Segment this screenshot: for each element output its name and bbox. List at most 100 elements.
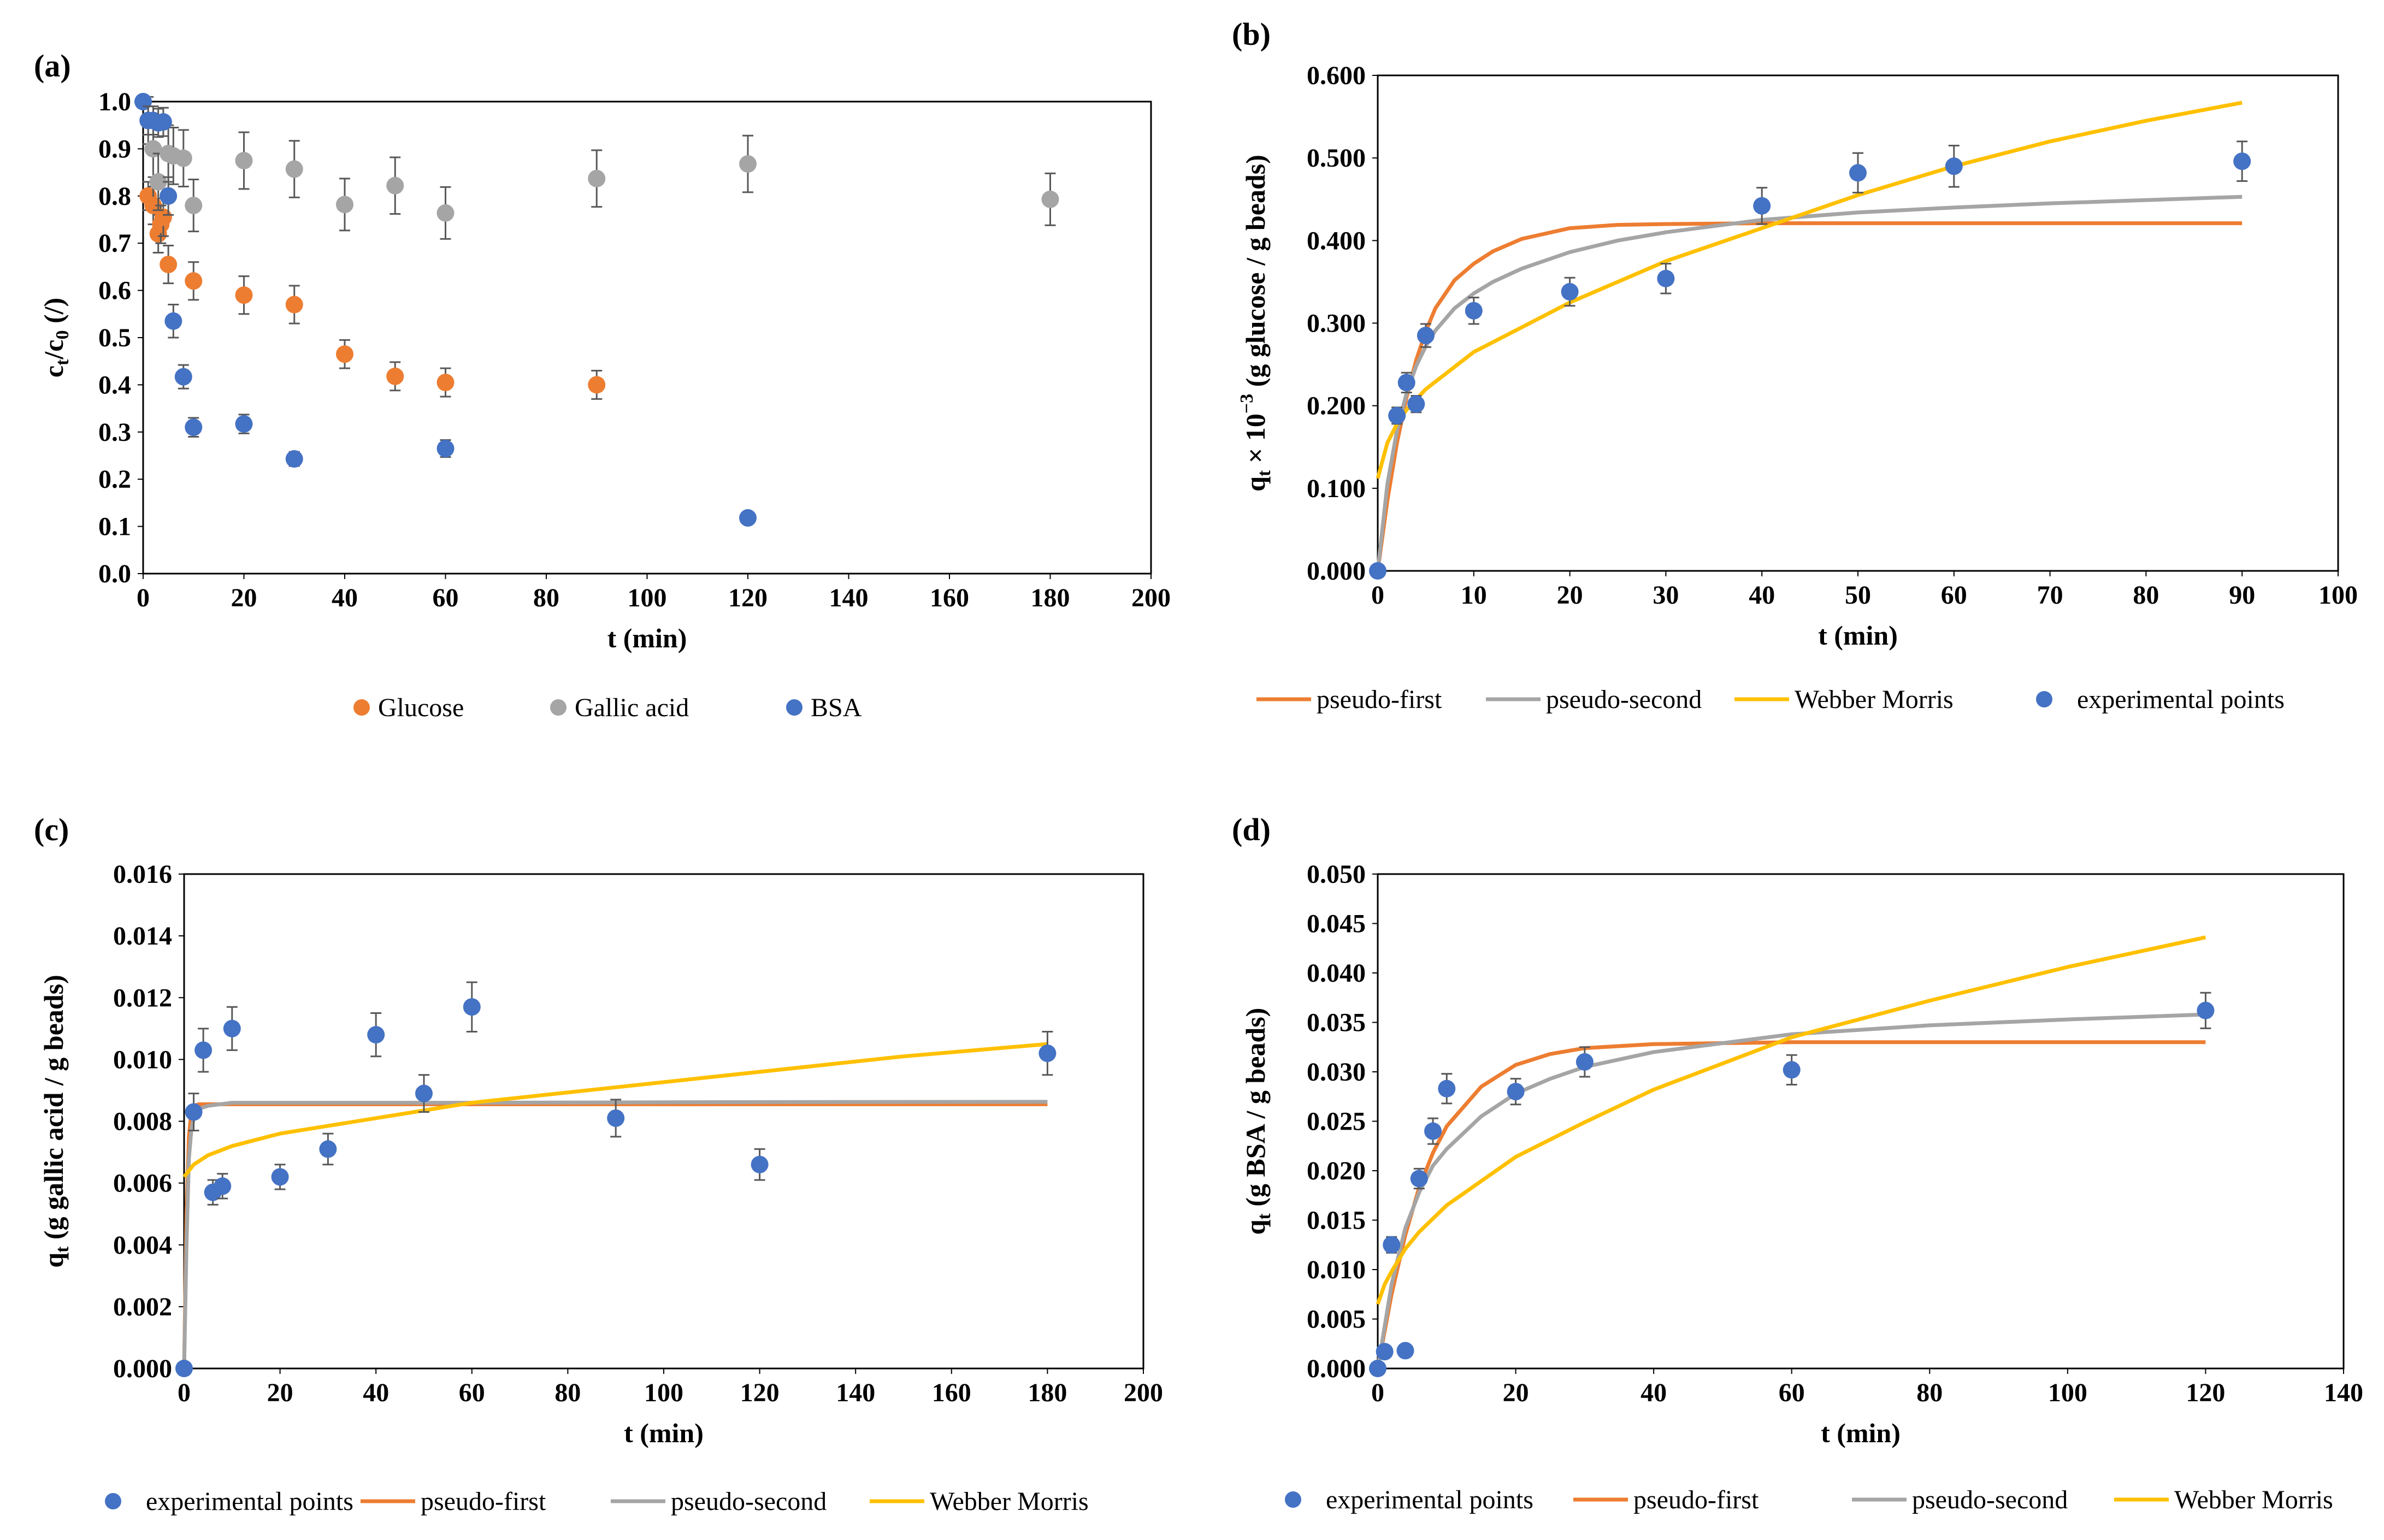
data-point-bsa [285,450,303,468]
data-point-bsa [164,312,182,330]
x-tick-label: 160 [930,583,969,612]
x-tick-label: 200 [1131,583,1171,612]
y-tick-label: 0.005 [1307,1305,1366,1334]
x-tick-label: 100 [2318,581,2358,610]
legend-dot-swatch [550,699,567,716]
legend-label: Gallic acid [575,693,689,722]
data-point-bsa [154,113,172,131]
legend-label: BSA [811,693,862,722]
panel-d-chart: (d) 0 20 40 60 80 100 120 140 0.000 0.005 0.010 0.01… [1232,812,2363,1514]
y-tick-label: 0.3 [98,418,131,447]
x-tick-label: 120 [728,583,768,612]
data-point-experimental-points [1753,197,1771,215]
data-point-gallic-acid [144,140,162,158]
y-tick-label: 0.300 [1307,309,1366,338]
legend-label: pseudo-first [421,1487,546,1516]
y-tick-label: 0.025 [1307,1107,1366,1136]
legend-label: pseudo-first [1317,685,1442,714]
x-tick-label: 80 [1916,1378,1943,1407]
data-point-experimental-points [1438,1079,1456,1098]
data-point-experimental-points [319,1140,337,1158]
data-point-gallic-acid [588,169,606,187]
x-tick-label: 90 [2229,581,2255,610]
x-tick-label: 40 [363,1378,389,1407]
y-axis-title: qt × 10−3 (g glucose / g beads) [1237,155,1274,492]
data-point-gallic-acid [174,149,192,167]
data-point-gallic-acid [436,204,455,222]
x-tick-label: 120 [740,1378,780,1407]
y-tick-label: 0.045 [1307,910,1366,939]
y-title-main: q [38,1253,69,1268]
series-line-webber-morris [182,1042,1048,1178]
legend-dot-swatch [105,1493,121,1509]
y-tick-label: 0.030 [1307,1058,1366,1087]
x-tick-label: 100 [628,583,667,612]
data-point-bsa [134,93,152,110]
data-point-gallic-acid [185,197,203,215]
legend-label: experimental points [1326,1485,1533,1514]
data-point-experimental-points [607,1109,625,1127]
data-point-glucose [588,376,606,394]
data-point-experimental-points [1369,1360,1386,1377]
plot-frame [1377,74,2339,572]
x-tick-label: 100 [2048,1378,2087,1407]
plot-frame [142,101,1152,575]
data-point-experimental-points [1945,157,1963,175]
x-tick-label: 40 [1749,581,1775,610]
y-tick-label: 0.006 [113,1169,172,1198]
y-tick-label: 1.0 [98,87,131,116]
x-tick-label: 60 [433,583,459,612]
y-tick-label: 0.002 [113,1293,172,1321]
x-tick-label: 20 [1503,1378,1529,1407]
y-tick-label: 0.5 [98,323,131,352]
y-title-sup: −3 [1237,394,1257,414]
data-point-experimental-points [1575,1053,1594,1071]
x-tick-label: 80 [554,1378,581,1407]
data-point-experimental-points [175,1360,193,1377]
x-tick-label: 80 [533,583,559,612]
y-tick-label: 0.1 [98,512,131,541]
plot-frame [183,873,1144,1370]
x-axis-title: t (min) [1818,620,1898,651]
data-point-experimental-points [271,1168,289,1186]
y-title-sub: t [52,1246,73,1253]
data-point-experimental-points [1369,562,1386,580]
y-tick-label: 0.7 [98,229,131,258]
legend-dot-swatch [353,699,370,716]
data-point-experimental-points [1849,164,1867,182]
y-title-tail: (/) [38,298,69,331]
legend-dot-swatch [2036,691,2052,707]
legend-label: Webber Morris [2174,1485,2333,1514]
data-point-experimental-points [1424,1122,1442,1140]
data-point-experimental-points [214,1177,232,1195]
data-point-experimental-points [194,1041,213,1059]
legend-dot-swatch [786,699,802,716]
plot-frame [1377,873,2345,1370]
y-axis-title: ct/c0 (/) [38,298,73,377]
data-point-gallic-acid [386,176,404,194]
legend-label: Webber Morris [1795,685,1954,714]
y-title-sub: t [52,359,73,365]
data-point-bsa [160,187,178,205]
data-point-glucose [160,256,178,274]
x-tick-label: 0 [137,583,150,612]
x-tick-label: 100 [644,1378,683,1407]
data-point-bsa [739,509,757,527]
data-point-experimental-points [1376,1343,1394,1361]
y-title-sub2: 0 [52,331,73,340]
data-point-experimental-points [1388,406,1406,424]
legend-label: experimental points [146,1487,353,1516]
x-tick-label: 0 [1371,1378,1384,1407]
legend-label: pseudo-second [671,1487,827,1516]
y-tick-label: 0.100 [1307,474,1366,503]
x-tick-label: 0 [178,1378,191,1407]
y-tick-label: 0.014 [113,922,172,951]
y-tick-label: 0.010 [1307,1255,1366,1284]
x-tick-label: 50 [1845,581,1871,610]
data-point-glucose [185,272,203,290]
data-point-gallic-acid [739,155,757,173]
y-tick-label: 0.8 [98,182,131,211]
data-point-experimental-points [463,998,481,1016]
x-tick-label: 0 [1371,581,1384,610]
